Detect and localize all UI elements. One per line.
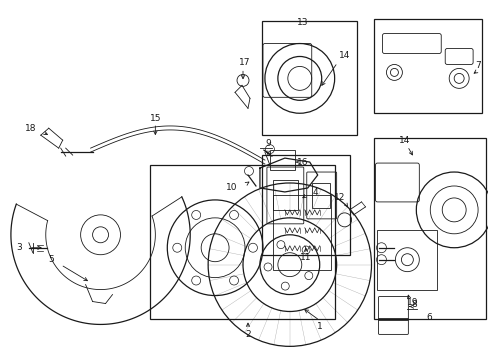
Text: 13: 13 <box>296 18 308 27</box>
Text: 12: 12 <box>333 193 345 202</box>
Bar <box>150 165 334 319</box>
Text: 14: 14 <box>338 51 349 60</box>
Bar <box>374 19 481 113</box>
Text: 16: 16 <box>296 158 308 167</box>
Bar <box>262 155 349 255</box>
Text: 11: 11 <box>300 253 311 262</box>
Bar <box>272 195 330 270</box>
Text: 5: 5 <box>48 255 54 264</box>
Text: 10: 10 <box>226 184 237 193</box>
Text: 14: 14 <box>398 136 409 145</box>
Bar <box>377 230 436 289</box>
Text: 4: 4 <box>312 188 318 197</box>
Text: 8: 8 <box>410 300 416 309</box>
Text: 9: 9 <box>264 139 270 148</box>
Text: 19: 19 <box>406 298 417 307</box>
Text: 18: 18 <box>25 124 37 133</box>
Text: 6: 6 <box>426 313 431 322</box>
Bar <box>269 150 294 170</box>
Text: 3: 3 <box>16 243 21 252</box>
Text: 7: 7 <box>474 61 480 70</box>
Text: 17: 17 <box>239 58 250 67</box>
Bar <box>311 183 329 208</box>
Bar <box>262 21 356 135</box>
Text: 2: 2 <box>244 330 250 339</box>
Text: 1: 1 <box>316 322 322 331</box>
Text: 15: 15 <box>149 114 161 123</box>
Bar <box>374 138 485 319</box>
Bar <box>272 180 297 210</box>
